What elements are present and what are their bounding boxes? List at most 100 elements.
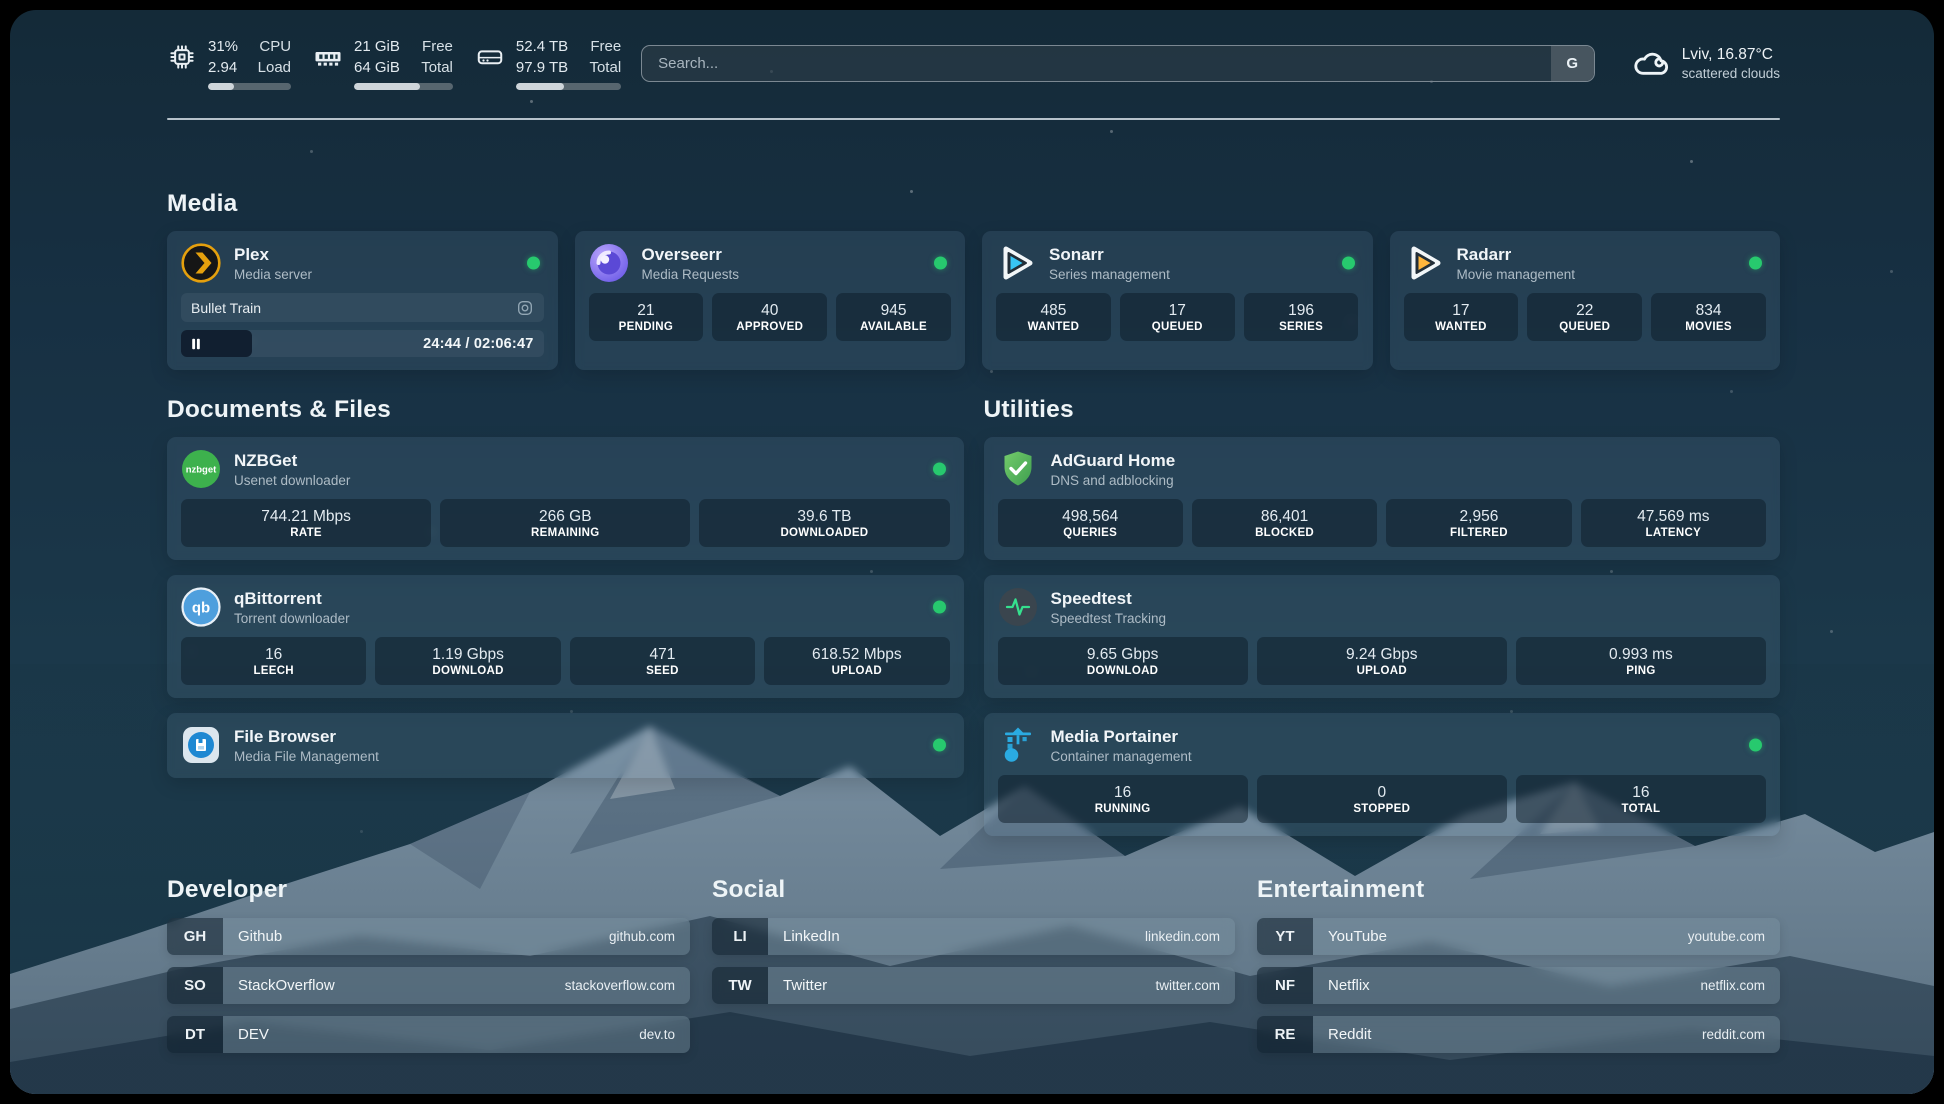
filebrowser-icon	[181, 725, 221, 765]
stat-label: LATENCY	[1645, 526, 1702, 539]
snow-specks	[10, 10, 13, 13]
topbar-divider	[167, 118, 1780, 120]
resource-widget-memory: 21 GiB 64 GiB Free Total	[313, 36, 453, 90]
service-description: Speedtest Tracking	[1050, 610, 1167, 626]
stat-block-upload: 618.52 Mbps UPLOAD	[764, 637, 950, 685]
service-description: Media File Management	[234, 748, 379, 764]
bookmark-url: stackoverflow.com	[564, 978, 675, 993]
playback-progress-bar: 24:44 / 02:06:47	[181, 330, 544, 357]
radarr-icon	[1404, 243, 1444, 283]
resource-label: Total	[421, 59, 453, 76]
service-description: Torrent downloader	[234, 610, 350, 626]
stat-label: FILTERED	[1450, 526, 1508, 539]
stat-value: 0	[1377, 783, 1387, 801]
status-dot-online	[932, 462, 946, 476]
status-dot-online	[1341, 256, 1355, 270]
bookmark-netflix[interactable]: NF Netflix netflix.com	[1257, 967, 1780, 1004]
stat-block-filtered: 2,956 FILTERED	[1386, 499, 1572, 547]
section-utilities: Utilities AdGuard Home DNS and adblocking 4…	[983, 396, 1780, 836]
bookmark-abbr: SO	[167, 967, 223, 1004]
stat-block-available: 945 AVAILABLE	[836, 293, 951, 341]
stat-label: UPLOAD	[831, 664, 882, 677]
stat-block-download: 9.65 Gbps DOWNLOAD	[997, 637, 1248, 685]
stat-block-wanted: 485 WANTED	[996, 293, 1111, 341]
bookmark-youtube[interactable]: YT YouTube youtube.com	[1257, 918, 1780, 955]
bookmark-github[interactable]: GH Github github.com	[167, 918, 690, 955]
bookmark-abbr: TW	[712, 967, 768, 1004]
service-card-speedtest[interactable]: Speedtest Speedtest Tracking 9.65 Gbps DOWN…	[983, 575, 1780, 698]
service-card-nzbget[interactable]: nzbget NZBGet Usenet downloader 744.21 Mbps…	[167, 437, 964, 560]
stat-label: RUNNING	[1094, 802, 1151, 815]
stat-label: SEED	[646, 664, 679, 677]
stat-block-rate: 744.21 Mbps RATE	[181, 499, 432, 547]
resource-value: 52.4 TB	[515, 38, 569, 55]
stat-label: LEECH	[253, 664, 294, 677]
weather-condition: scattered clouds	[1681, 65, 1780, 81]
bookmark-linkedin[interactable]: LI LinkedIn linkedin.com	[712, 918, 1235, 955]
stat-block-queued: 17 QUEUED	[1119, 293, 1235, 341]
cloud-icon	[1631, 43, 1671, 83]
resource-progress-bar	[354, 83, 453, 90]
bookmark-url: reddit.com	[1701, 1027, 1765, 1042]
stat-value: 16	[1113, 783, 1132, 801]
stat-label: PING	[1626, 664, 1656, 677]
bookmark-abbr: GH	[167, 918, 223, 955]
status-dot-online	[932, 738, 946, 752]
stat-block-wanted: 17 WANTED	[1403, 293, 1519, 341]
bookmark-group-social: Social LI LinkedIn linkedin.com TW Twitter twi…	[712, 876, 1235, 1053]
stat-value: 471	[649, 645, 676, 663]
service-name: Speedtest	[1050, 589, 1132, 609]
service-name: Media Portainer	[1050, 727, 1179, 747]
stat-label: APPROVED	[736, 320, 804, 333]
bookmark-stackoverflow[interactable]: SO StackOverflow stackoverflow.com	[167, 967, 690, 1004]
nzbget-icon: nzbget	[181, 449, 221, 489]
resource-value: 21 GiB	[354, 38, 400, 55]
dashboard-screen: 31% 2.94 CPU Load 21 GiB 64 GiB Free Total 52.4 …	[10, 10, 1934, 1094]
section-title-media: Media	[167, 190, 238, 217]
bookmark-reddit[interactable]: RE Reddit reddit.com	[1257, 1016, 1780, 1053]
stat-value: 47.569 ms	[1637, 507, 1710, 525]
stat-label: DOWNLOADED	[780, 526, 869, 539]
service-card-qbittorrent[interactable]: qb qBittorrent Torrent downloader 16 LEECH 1.…	[167, 575, 964, 698]
service-card-plex[interactable]: Plex Media server Bullet Train 24:44 / 02:0…	[167, 231, 558, 370]
service-description: DNS and adblocking	[1050, 472, 1174, 488]
resource-labels: CPU Load	[253, 36, 291, 78]
service-card-sonarr[interactable]: Sonarr Series management 485 WANTED 17 QUEUED…	[982, 231, 1373, 370]
service-name: File Browser	[234, 727, 337, 747]
stat-value: 2,956	[1459, 507, 1499, 525]
overseerr-icon	[589, 243, 629, 283]
stat-label: SERIES	[1279, 320, 1324, 333]
service-description: Series management	[1049, 266, 1170, 282]
stat-block-downloaded: 39.6 TB DOWNLOADED	[699, 499, 950, 547]
cpu-icon	[167, 42, 197, 72]
search-bar[interactable]: G	[641, 44, 1595, 82]
service-card-radarr[interactable]: Radarr Movie management 17 WANTED 22 QUEUED 83…	[1389, 231, 1780, 370]
status-dot-online	[934, 256, 947, 270]
service-card-overseerr[interactable]: Overseerr Media Requests 21 PENDING 40 APPROV…	[574, 231, 965, 370]
stat-value: 39.6 TB	[797, 507, 852, 525]
stat-block-series: 196 SERIES	[1243, 293, 1359, 341]
resource-label: Free	[590, 38, 622, 55]
bookmark-label: Netflix	[1328, 977, 1370, 994]
stat-value: 744.21 Mbps	[261, 507, 351, 525]
stat-label: PENDING	[618, 320, 674, 333]
section-media: Media Plex Media server Bullet Train 24:44 /…	[167, 190, 1780, 370]
service-name: Overseerr	[641, 245, 722, 265]
bookmark-label: StackOverflow	[238, 977, 335, 994]
service-card-filebrowser[interactable]: File Browser Media File Management	[167, 713, 964, 778]
plex-icon	[181, 243, 221, 283]
section-title-utilities: Utilities	[983, 396, 1074, 423]
qbittorrent-icon: qb	[181, 587, 221, 627]
svg-text:nzbget: nzbget	[186, 465, 217, 476]
bookmark-dev[interactable]: DT DEV dev.to	[167, 1016, 690, 1053]
service-name: qBittorrent	[234, 589, 322, 609]
search-provider-button[interactable]: G	[1550, 45, 1594, 81]
stat-label: WANTED	[1435, 320, 1487, 333]
service-card-adguard[interactable]: AdGuard Home DNS and adblocking 498,564 QUE…	[983, 437, 1780, 560]
stat-label: UPLOAD	[1356, 664, 1407, 677]
search-input[interactable]	[642, 54, 1551, 72]
service-card-portainer[interactable]: Media Portainer Container management 16 RUN…	[983, 713, 1780, 836]
service-name: Radarr	[1456, 245, 1512, 265]
stat-block-upload: 9.24 Gbps UPLOAD	[1256, 637, 1507, 685]
bookmark-twitter[interactable]: TW Twitter twitter.com	[712, 967, 1235, 1004]
